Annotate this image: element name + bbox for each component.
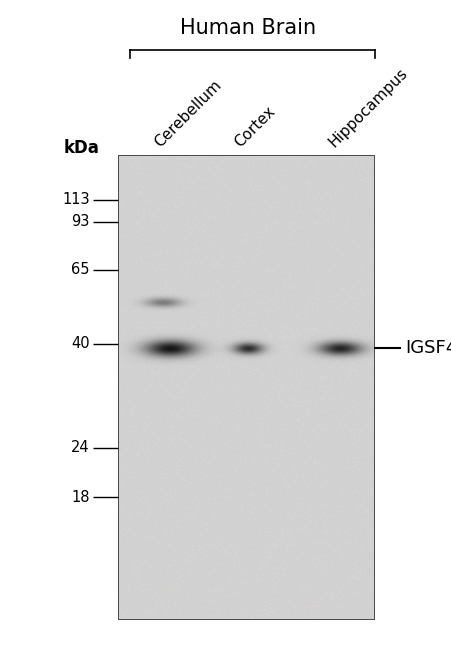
Text: 24: 24 [71, 440, 90, 456]
Text: 93: 93 [72, 215, 90, 229]
Text: Cerebellum: Cerebellum [152, 77, 224, 150]
Text: kDa: kDa [64, 139, 100, 157]
Text: IGSF4B: IGSF4B [405, 339, 451, 357]
Text: 40: 40 [71, 336, 90, 352]
Text: 65: 65 [72, 263, 90, 277]
Text: Cortex: Cortex [231, 103, 278, 150]
Text: Hippocampus: Hippocampus [325, 65, 410, 150]
Text: 18: 18 [72, 490, 90, 504]
Text: Human Brain: Human Brain [180, 18, 316, 38]
Text: 113: 113 [62, 193, 90, 207]
